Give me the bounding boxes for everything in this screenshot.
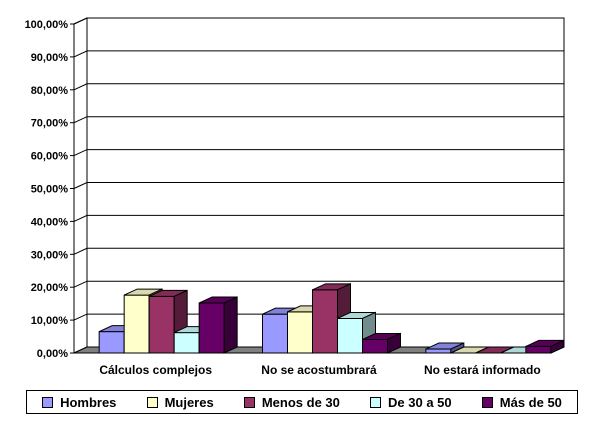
y-tick-label: 0,00% [37, 348, 68, 360]
y-tick-label: 10,00% [31, 315, 69, 327]
bar-front [123, 294, 150, 354]
gridline [73, 247, 564, 255]
legend-item: Mujeres [146, 394, 214, 410]
y-axis-ticks: 0,00% 10,00% 20,00% 30,00% 40,00% 50,00% 60,00… [25, 19, 75, 360]
legend-swatch [370, 396, 382, 408]
bar-front [287, 311, 313, 354]
bar-1-4 [362, 332, 401, 354]
gridline [73, 116, 564, 124]
legend-swatch [146, 396, 158, 408]
bar-front [525, 345, 552, 354]
bar-side [550, 339, 565, 354]
legend-label: Hombres [60, 394, 117, 410]
legend-label: De 30 a 50 [388, 394, 452, 410]
bar-0-4 [198, 296, 238, 354]
gridline [73, 83, 564, 91]
bars [98, 283, 565, 354]
legend-item: De 30 a 50 [370, 395, 452, 410]
legend-item: Menos de 30 [243, 394, 340, 410]
legend-swatch [481, 396, 493, 408]
y-tick-label: 90,00% [31, 52, 69, 64]
bar-front [337, 317, 363, 354]
y-tick-label: 80,00% [31, 85, 69, 97]
legend-swatch [42, 396, 54, 408]
x-category-label: Cálculos complejos [99, 363, 212, 377]
bar-front [98, 331, 125, 354]
legend: Hombres Mujeres Menos de 30 De 30 a 50 Más d… [26, 390, 578, 414]
bar-2-0 [425, 342, 465, 354]
bar-side [387, 332, 401, 354]
x-category-label: No se acostumbrará [261, 363, 377, 377]
y-tick-label: 50,00% [31, 184, 69, 196]
y-tick-label: 100,00% [25, 19, 69, 31]
gridline [73, 149, 564, 157]
y-tick-label: 60,00% [31, 151, 69, 163]
y-tick-label: 70,00% [31, 118, 69, 130]
bar-side [223, 296, 238, 354]
x-axis-labels: Cálculos complejos No se acostumbrará No e… [99, 363, 540, 377]
bar-front [148, 295, 175, 354]
x-category-label: No estará informado [424, 363, 541, 377]
gridline [73, 17, 564, 25]
legend-swatch [243, 396, 255, 408]
legend-label: Más de 50 [499, 394, 562, 410]
bar-front [425, 348, 452, 354]
legend-item: Más de 50 [481, 394, 562, 410]
bar-front [362, 339, 388, 354]
gridline [73, 50, 564, 58]
bar-front [198, 302, 225, 354]
gridline [73, 313, 564, 321]
legend-item: Hombres [42, 395, 116, 410]
bar-front [312, 289, 338, 354]
y-tick-label: 40,00% [31, 216, 69, 228]
legend-label: Mujeres [164, 394, 214, 410]
gridline [73, 182, 564, 189]
gridline [73, 214, 564, 222]
bar-front [262, 313, 288, 354]
legend-label: Menos de 30 [261, 394, 340, 410]
y-tick-label: 20,00% [31, 282, 69, 294]
bar-2-4 [525, 339, 565, 354]
gridlines [73, 17, 564, 321]
y-tick-label: 30,00% [31, 249, 69, 261]
bar-front [173, 332, 200, 354]
gridline [73, 280, 564, 288]
